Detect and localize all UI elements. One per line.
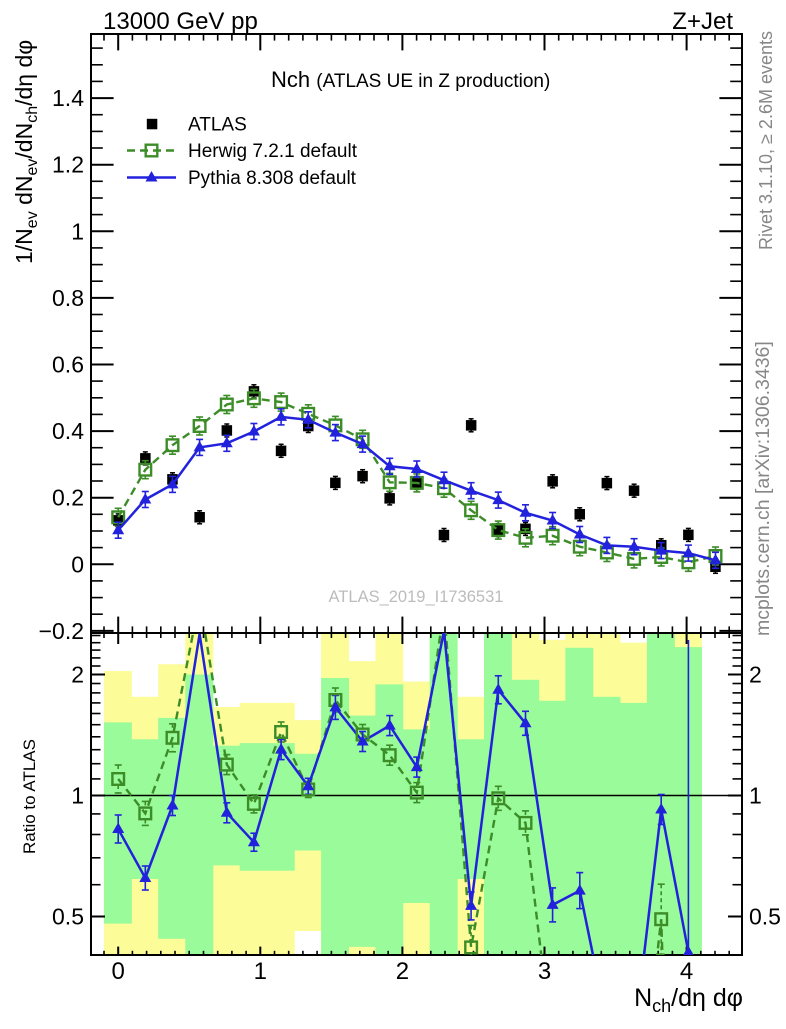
svg-text:0.6: 0.6: [52, 352, 84, 378]
svg-text:Herwig 7.2.1 default: Herwig 7.2.1 default: [188, 141, 358, 162]
svg-text:ATLAS_2019_I1736531: ATLAS_2019_I1736531: [329, 588, 504, 606]
svg-text:Pythia 8.308 default: Pythia 8.308 default: [188, 168, 357, 189]
svg-text:13000 GeV pp: 13000 GeV pp: [103, 8, 258, 35]
svg-text:0.2: 0.2: [52, 485, 84, 511]
svg-text:Z+Jet: Z+Jet: [672, 8, 733, 35]
svg-text:Ratio to ATLAS: Ratio to ATLAS: [20, 739, 39, 854]
svg-text:Nch/dη dφ: Nch/dη dφ: [634, 984, 743, 1016]
svg-text:1.4: 1.4: [52, 85, 84, 111]
svg-text:4: 4: [680, 958, 693, 985]
svg-text:0.5: 0.5: [52, 904, 84, 930]
svg-text:mcplots.cern.ch [arXiv:1306.34: mcplots.cern.ch [arXiv:1306.3436]: [752, 341, 774, 636]
svg-text:1: 1: [254, 958, 267, 985]
svg-text:0.8: 0.8: [52, 285, 84, 311]
svg-text:Rivet 3.1.10, ≥ 2.6M events: Rivet 3.1.10, ≥ 2.6M events: [756, 31, 776, 250]
svg-text:−0.2: −0.2: [39, 618, 84, 644]
svg-text:0: 0: [112, 958, 125, 985]
svg-text:1: 1: [749, 783, 762, 809]
svg-text:0.5: 0.5: [749, 904, 781, 930]
svg-text:1.2: 1.2: [52, 152, 84, 178]
svg-text:0: 0: [71, 551, 84, 577]
svg-text:1/Nev dNev/dNch/dη dφ: 1/Nev dNev/dNch/dη dφ: [11, 40, 41, 264]
svg-text:2: 2: [749, 662, 762, 688]
svg-text:ATLAS: ATLAS: [188, 115, 247, 136]
svg-text:0.4: 0.4: [52, 418, 84, 444]
svg-text:2: 2: [396, 958, 409, 985]
svg-text:1: 1: [71, 783, 84, 809]
svg-text:3: 3: [538, 958, 551, 985]
svg-text:1: 1: [71, 218, 84, 244]
svg-text:Nch (ATLAS UE in Z production): Nch (ATLAS UE in Z production): [271, 67, 550, 92]
svg-text:2: 2: [71, 662, 84, 688]
